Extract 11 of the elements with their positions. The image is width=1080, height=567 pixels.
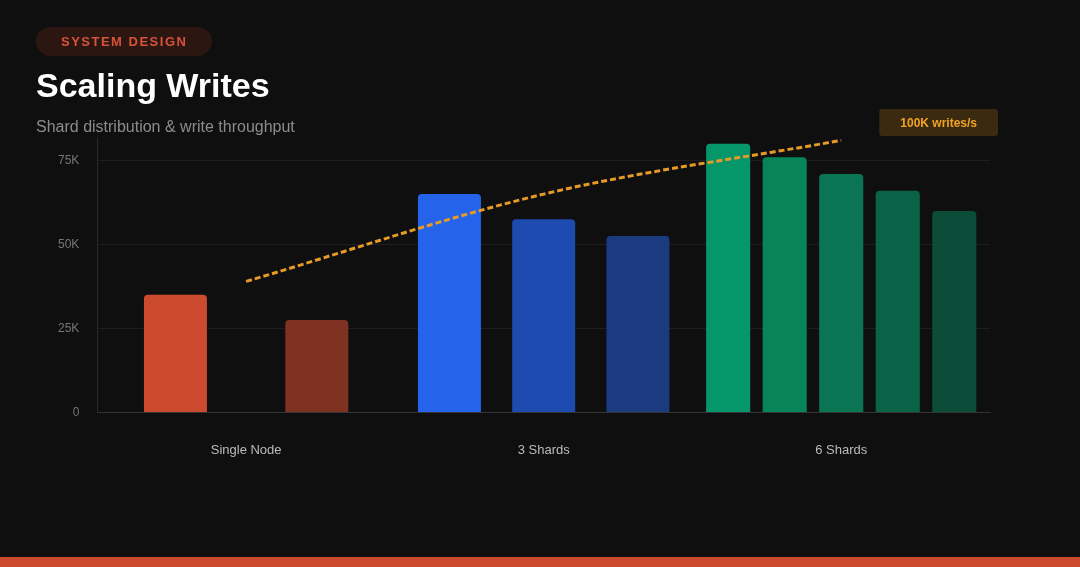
y-tick-label: 75K <box>57 152 80 167</box>
y-tick-label: 0 <box>72 404 80 419</box>
text: 100K writes/s <box>900 115 978 130</box>
x-tick-label: Single Node <box>210 441 282 457</box>
chart-title: Scaling Writes <box>36 66 270 105</box>
y-tick-label: 50K <box>57 236 80 251</box>
x-tick-label: 3 Shards <box>517 441 571 457</box>
chart-subtitle: Shard distribution & write throughput <box>36 118 295 136</box>
y-tick-label: 25K <box>57 320 80 335</box>
x-tick-label: 6 Shards <box>815 441 868 457</box>
text: SYSTEM DESIGN <box>36 27 213 56</box>
